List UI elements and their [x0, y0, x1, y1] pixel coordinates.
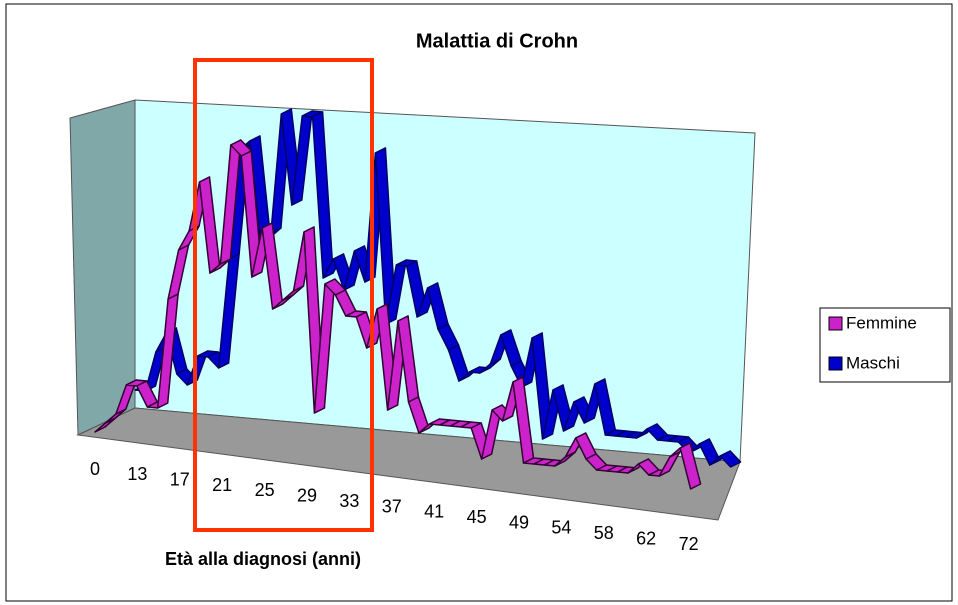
x-tick-label: 54 — [551, 518, 571, 538]
x-tick-label: 29 — [297, 486, 317, 506]
plot — [94, 108, 742, 490]
ribbon-segment — [679, 442, 702, 490]
x-tick-label: 21 — [212, 475, 232, 495]
x-tick-label: 17 — [170, 469, 190, 489]
highlight-box — [193, 58, 374, 532]
x-tick-label: 33 — [339, 491, 359, 511]
x-tick-label: 58 — [594, 523, 614, 543]
legend-label: Maschi — [846, 353, 900, 372]
legend-swatch — [828, 316, 843, 331]
chart-title: Malattia di Crohn — [416, 30, 578, 52]
x-tick-label: 49 — [509, 512, 529, 532]
legend-label: Femmine — [846, 313, 917, 332]
x-tick-label: 25 — [255, 480, 275, 500]
x-tick-label: 13 — [127, 464, 147, 484]
legend-items: Femmine Maschi — [828, 313, 917, 372]
x-tick-label: 37 — [382, 496, 402, 516]
legend-swatch — [828, 356, 843, 371]
ribbon-segment — [719, 450, 742, 468]
x-tick-label: 45 — [467, 507, 487, 527]
side-wall — [69, 99, 136, 436]
x-tick-label: 0 — [90, 459, 100, 479]
x-tick-label: 72 — [679, 534, 699, 554]
x-tick-label: 41 — [424, 502, 444, 522]
x-axis-label: Età alla diagnosi (anni) — [165, 549, 361, 569]
x-tick-label: 62 — [636, 528, 656, 548]
